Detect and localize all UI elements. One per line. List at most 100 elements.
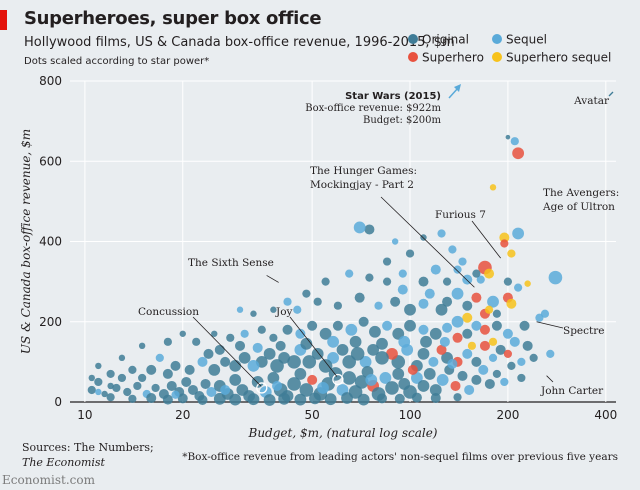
legend-swatch-superhero bbox=[408, 52, 418, 62]
annotation-avengers-line1: The Avengers: bbox=[543, 187, 619, 199]
data-point bbox=[353, 221, 366, 234]
data-point bbox=[250, 310, 257, 317]
data-point bbox=[519, 320, 530, 331]
legend-swatch-superhero_sequel bbox=[492, 52, 502, 62]
data-point bbox=[197, 356, 208, 367]
data-point bbox=[448, 245, 457, 254]
data-point bbox=[436, 344, 447, 355]
data-point bbox=[354, 375, 369, 389]
data-point bbox=[345, 323, 358, 336]
data-point bbox=[491, 320, 502, 331]
data-point bbox=[451, 287, 464, 300]
data-point bbox=[398, 269, 407, 278]
data-point bbox=[107, 382, 114, 390]
data-point bbox=[226, 333, 235, 342]
data-point bbox=[181, 376, 192, 387]
data-point bbox=[397, 284, 408, 295]
data-point bbox=[151, 383, 160, 393]
data-point bbox=[471, 320, 482, 331]
data-point bbox=[336, 343, 349, 356]
data-point bbox=[442, 277, 452, 286]
data-point bbox=[252, 342, 263, 353]
data-point bbox=[220, 356, 231, 367]
data-point bbox=[411, 372, 423, 384]
data-point bbox=[206, 386, 217, 397]
chart-note: Dots scaled according to star power* bbox=[24, 56, 210, 67]
data-point bbox=[307, 374, 318, 385]
data-point bbox=[319, 327, 332, 340]
data-point bbox=[300, 337, 313, 350]
legend-swatch-original bbox=[408, 34, 418, 44]
data-point bbox=[138, 342, 146, 350]
data-point bbox=[429, 384, 442, 396]
data-point bbox=[184, 364, 195, 375]
data-point bbox=[471, 356, 482, 367]
data-point bbox=[374, 301, 383, 310]
legend-swatch-sequel bbox=[492, 34, 502, 44]
data-point bbox=[270, 359, 284, 373]
data-point bbox=[106, 393, 115, 402]
y-tick-label: 600 bbox=[39, 154, 62, 168]
x-axis-title: Budget, $m, (natural log scale) bbox=[248, 426, 438, 440]
joy-ring bbox=[332, 373, 344, 386]
data-point bbox=[229, 393, 242, 406]
axis-labels: 0 200 400 600 800 10 20 50 100 200 400 Budget, $m, … bbox=[19, 74, 617, 440]
data-point bbox=[453, 393, 462, 402]
data-point bbox=[214, 344, 225, 355]
data-point bbox=[333, 301, 342, 310]
data-point bbox=[229, 359, 242, 372]
sixth-sense-leader bbox=[266, 275, 279, 283]
data-point bbox=[484, 378, 495, 389]
x-tick-label: 20 bbox=[175, 408, 190, 422]
data-point bbox=[548, 270, 563, 285]
annotation-spectre: Spectre bbox=[563, 325, 604, 337]
chart-title: Superheroes, super box office bbox=[24, 8, 322, 29]
data-point bbox=[309, 392, 321, 405]
data-point bbox=[155, 353, 164, 362]
data-point bbox=[364, 224, 375, 235]
data-point bbox=[505, 134, 511, 140]
data-points bbox=[87, 134, 563, 406]
data-point bbox=[479, 340, 490, 351]
data-point bbox=[251, 376, 264, 388]
legend: Original Sequel Superhero Superhero sequel bbox=[408, 33, 611, 65]
x-tick-label: 100 bbox=[399, 408, 422, 422]
data-point bbox=[462, 348, 473, 359]
data-point bbox=[382, 257, 392, 266]
data-point bbox=[299, 383, 314, 397]
sources-publisher: The Economist bbox=[22, 456, 105, 469]
annotation-sixth-sense: The Sixth Sense bbox=[188, 257, 274, 269]
annotation-hunger-games-line2: Mockingjay - Part 2 bbox=[310, 179, 414, 191]
data-point bbox=[293, 305, 302, 314]
data-point bbox=[342, 355, 356, 369]
data-point bbox=[430, 264, 441, 275]
data-point bbox=[407, 364, 418, 375]
data-point bbox=[238, 351, 251, 364]
data-point bbox=[267, 372, 280, 384]
data-point bbox=[418, 324, 429, 335]
data-point bbox=[357, 393, 370, 406]
annotation-john-carter: John Carter bbox=[540, 385, 604, 397]
data-point bbox=[529, 353, 538, 362]
data-point bbox=[263, 347, 276, 360]
data-point bbox=[213, 392, 226, 405]
data-point bbox=[171, 390, 180, 399]
data-point bbox=[517, 373, 526, 383]
data-point bbox=[367, 343, 380, 356]
data-point bbox=[503, 277, 513, 286]
data-point bbox=[88, 374, 95, 382]
data-point bbox=[359, 355, 372, 368]
annotation-star-wars-title: Star Wars (2015) bbox=[345, 91, 441, 102]
data-point bbox=[208, 364, 221, 376]
data-point bbox=[358, 316, 369, 327]
data-point bbox=[439, 336, 450, 347]
data-point bbox=[507, 249, 516, 258]
data-point bbox=[382, 277, 392, 286]
data-point bbox=[418, 276, 429, 287]
data-point bbox=[123, 387, 132, 397]
data-point bbox=[436, 374, 449, 386]
data-point bbox=[294, 393, 307, 406]
data-point bbox=[282, 324, 293, 335]
x-tick-label: 10 bbox=[77, 408, 92, 422]
